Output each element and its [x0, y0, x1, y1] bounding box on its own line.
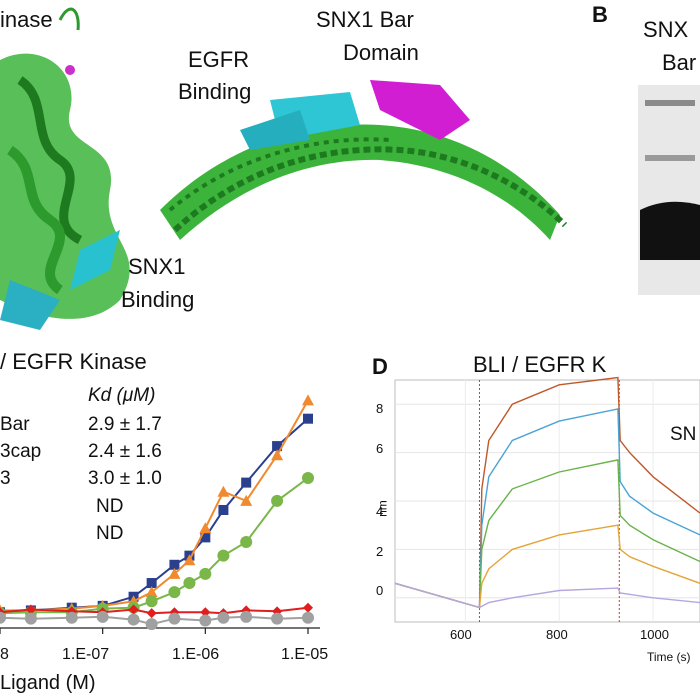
- panel-d-xtick-0: 600: [450, 627, 472, 642]
- panel-b-letter: B: [592, 2, 608, 27]
- series-0-point: [218, 505, 229, 515]
- panel-b-label-line1: SNX: [643, 17, 689, 42]
- series-0-point: [303, 413, 313, 424]
- series-3-point: [146, 608, 157, 619]
- panel-d-ytick-1: 6: [376, 441, 384, 456]
- series-4-point: [127, 613, 140, 626]
- panel-d-ytick-2: 4: [376, 504, 384, 519]
- series-2-point: [168, 586, 181, 599]
- series-2-point: [217, 549, 230, 562]
- series-1-point: [145, 586, 158, 598]
- series-2-point: [302, 472, 314, 485]
- panel-c-xlabel: Ligand (M): [0, 672, 96, 694]
- kd-row-3-value: 3.0 ± 1.0: [88, 468, 162, 489]
- kd-row-3-name: 3: [0, 468, 11, 489]
- panel-d-xtick-1: 800: [546, 627, 568, 642]
- panel-d-ytick-0: 8: [376, 401, 384, 416]
- series-4-point: [0, 611, 6, 624]
- kd-row-2-value: 2.4 ± 1.6: [88, 441, 162, 462]
- series-3-point: [303, 602, 313, 613]
- binding-curve-chart: [0, 394, 320, 634]
- panel-d-title: BLI / EGFR K: [473, 352, 607, 377]
- gel-image: [638, 85, 700, 295]
- series-1-point: [217, 485, 230, 497]
- snx1-bar-label-line2: Domain: [343, 40, 419, 65]
- panel-d-xtick-2: 1000: [640, 627, 669, 642]
- panel-c-xtick-1: 1.E-07: [62, 646, 110, 663]
- panel-c-xtick-3: 1.E-05: [281, 646, 329, 663]
- kinase-structure-image: [0, 7, 130, 330]
- bli-series-4-line: [394, 582, 700, 609]
- egfr-binding-label-line1: EGFR: [188, 47, 250, 72]
- series-2-point: [199, 567, 212, 580]
- snx1-bar-label-line1: SNX1 Bar: [316, 7, 414, 32]
- bli-series-3-line: [394, 524, 700, 609]
- series-4-point: [65, 611, 78, 624]
- series-1-point: [271, 449, 284, 461]
- series-1-point: [302, 394, 314, 406]
- kd-row-1-value: 2.9 ± 1.7: [88, 414, 162, 435]
- series-3-point: [128, 604, 139, 615]
- series-4-point: [96, 610, 109, 623]
- series-4-point: [24, 612, 37, 625]
- series-2-point: [183, 577, 196, 590]
- kd-row-2-name: 3cap: [0, 441, 42, 462]
- panel-c-title: / EGFR Kinase: [0, 349, 147, 374]
- series-4-point: [240, 610, 253, 623]
- kd-row-1-name: Bar: [0, 414, 30, 435]
- panel-d-ytick-3: 2: [376, 544, 384, 559]
- series-2-point: [145, 595, 158, 608]
- series-4-point: [271, 612, 284, 625]
- snx1-binding-label-line2: Binding: [121, 287, 195, 312]
- panel-d-series-label: SN: [670, 424, 697, 445]
- panel-d-letter: D: [372, 354, 388, 379]
- panel-c-xtick-0: 8: [0, 646, 9, 663]
- kd-header: Kd (μM): [88, 385, 156, 406]
- series-2-point: [271, 494, 284, 507]
- series-0-point: [200, 532, 211, 543]
- series-1-point: [199, 522, 212, 534]
- series-2-point: [240, 535, 253, 548]
- series-3-point: [25, 604, 36, 615]
- series-1-point: [183, 554, 196, 566]
- bli-series-2-line: [394, 459, 700, 609]
- panel-d-ytick-4: 0: [376, 583, 384, 598]
- series-0-point: [272, 441, 283, 452]
- series-4-point: [168, 612, 181, 625]
- panel-d-xlabel: Time (s): [647, 650, 691, 664]
- panel-b-label-line2: Bar: [662, 50, 697, 75]
- series-0-point: [169, 559, 180, 570]
- series-4-point: [145, 618, 158, 631]
- kd-row-4-value: ND: [96, 496, 124, 517]
- snx1-binding-label-line1: SNX1: [128, 254, 186, 279]
- series-0-point: [146, 578, 157, 589]
- series-3-line: [0, 606, 309, 615]
- series-4-point: [199, 614, 212, 627]
- series-0-point: [241, 477, 252, 488]
- panel-c-xtick-2: 1.E-06: [172, 646, 220, 663]
- series-1-point: [240, 494, 253, 506]
- series-3-point: [200, 607, 211, 618]
- series-1-point: [168, 567, 181, 579]
- egfr-binding-label-line2: Binding: [178, 79, 252, 104]
- series-4-point: [302, 611, 314, 624]
- kd-row-5-value: ND: [96, 523, 124, 544]
- series-4-point: [217, 611, 230, 624]
- kinase-label: inase: [0, 7, 53, 32]
- snx1-bar-domain-structure-image: [160, 80, 568, 240]
